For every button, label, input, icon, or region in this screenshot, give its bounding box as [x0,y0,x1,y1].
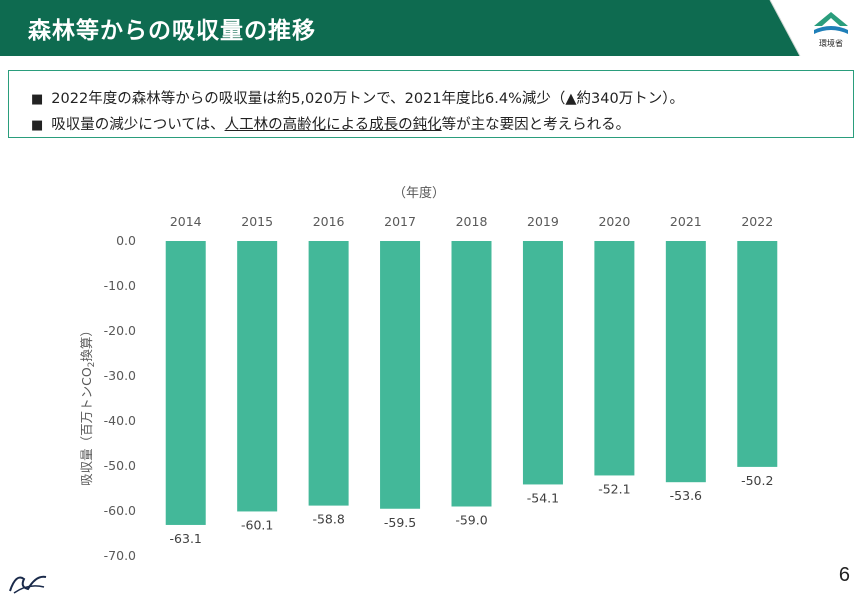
x-tick-label: 2020 [598,214,630,229]
bullet-1-text: 2022年度の森林等からの吸収量は約5,020万トンで、2021年度比6.4%減… [51,91,684,107]
data-label: -52.1 [598,481,630,496]
organization-logo-swoosh [13,585,45,594]
y-tick-label: -70.0 [104,548,136,563]
y-axis-title-main: 吸収量（百万トンCO [79,367,94,486]
title-bar-edge [769,0,801,56]
data-label: -59.5 [384,515,416,530]
title-bar [0,0,801,56]
y-tick-label: -30.0 [104,368,136,383]
data-label: -60.1 [241,517,273,532]
ministry-logo-wave [814,26,848,34]
organization-logo-icon [9,575,47,592]
page-title: 森林等からの吸収量の推移 [28,18,316,44]
bar-2019 [522,241,563,485]
bullet-marker: ■ [31,118,44,133]
y-tick-label: 0.0 [116,233,136,248]
title-bar-background [0,0,800,56]
bullet-2-suffix: 等が主な要因と考えられる。 [441,117,631,133]
y-tick-label: -40.0 [104,413,136,428]
data-label: -50.2 [741,473,773,488]
x-tick-label: 2021 [670,214,702,229]
ministry-logo-icon [814,12,848,26]
bar-2021 [665,241,706,483]
data-label: -58.8 [312,512,344,527]
y-tick-label: -20.0 [104,323,136,338]
x-tick-label: 2018 [456,214,488,229]
bar-2015 [237,241,278,512]
plot-area: 0.0 -10.0 -20.0 -30.0 -40.0 -50.0 -60.0 -70.0 20… [104,214,778,563]
ministry-logo: 環境省 [814,12,848,48]
x-axis-title: （年度） [393,185,445,201]
summary-bullet-2: ■ 吸収量の減少については、人工林の高齢化による成長の鈍化等が主な要因と考えられる… [31,113,630,134]
bar-2022 [737,241,778,467]
summary-bullet-1: ■ 2022年度の森林等からの吸収量は約5,020万トンで、2021年度比6.4%… [31,87,684,108]
bullet-marker: ■ [31,92,44,107]
data-label: -53.6 [670,488,702,503]
x-tick-label: 2022 [741,214,773,229]
x-tick-label: 2015 [241,214,273,229]
x-tick-label: 2014 [170,214,202,229]
y-tick-label: -50.0 [104,458,136,473]
bar-2016 [308,241,349,506]
data-label: -59.0 [455,513,487,528]
bar-2014 [165,241,206,525]
y-tick-label: -10.0 [104,278,136,293]
data-label: -63.1 [170,531,202,546]
x-tick-label: 2016 [313,214,345,229]
page-number: 6 [838,564,850,586]
summary-box: ■ 2022年度の森林等からの吸収量は約5,020万トンで、2021年度比6.4%… [8,70,854,138]
bar-2020 [594,241,635,476]
bullet-2-underlined: 人工林の高齢化による成長の鈍化 [224,117,442,133]
y-tick-label: -60.0 [104,503,136,518]
bullet-2-prefix: 吸収量の減少については、 [51,117,225,133]
organization-logo [9,575,47,594]
ministry-logo-label: 環境省 [819,38,843,48]
x-tick-label: 2019 [527,214,559,229]
y-axis-title-tail: 換算） [79,324,94,362]
bar-2017 [380,241,421,509]
bar-2018 [451,241,492,507]
y-axis-title: 吸収量（百万トンCO2換算） [79,324,97,486]
y-axis-title-subscript: 2 [87,362,97,368]
data-label: -54.1 [527,490,559,505]
x-tick-label: 2017 [384,214,416,229]
